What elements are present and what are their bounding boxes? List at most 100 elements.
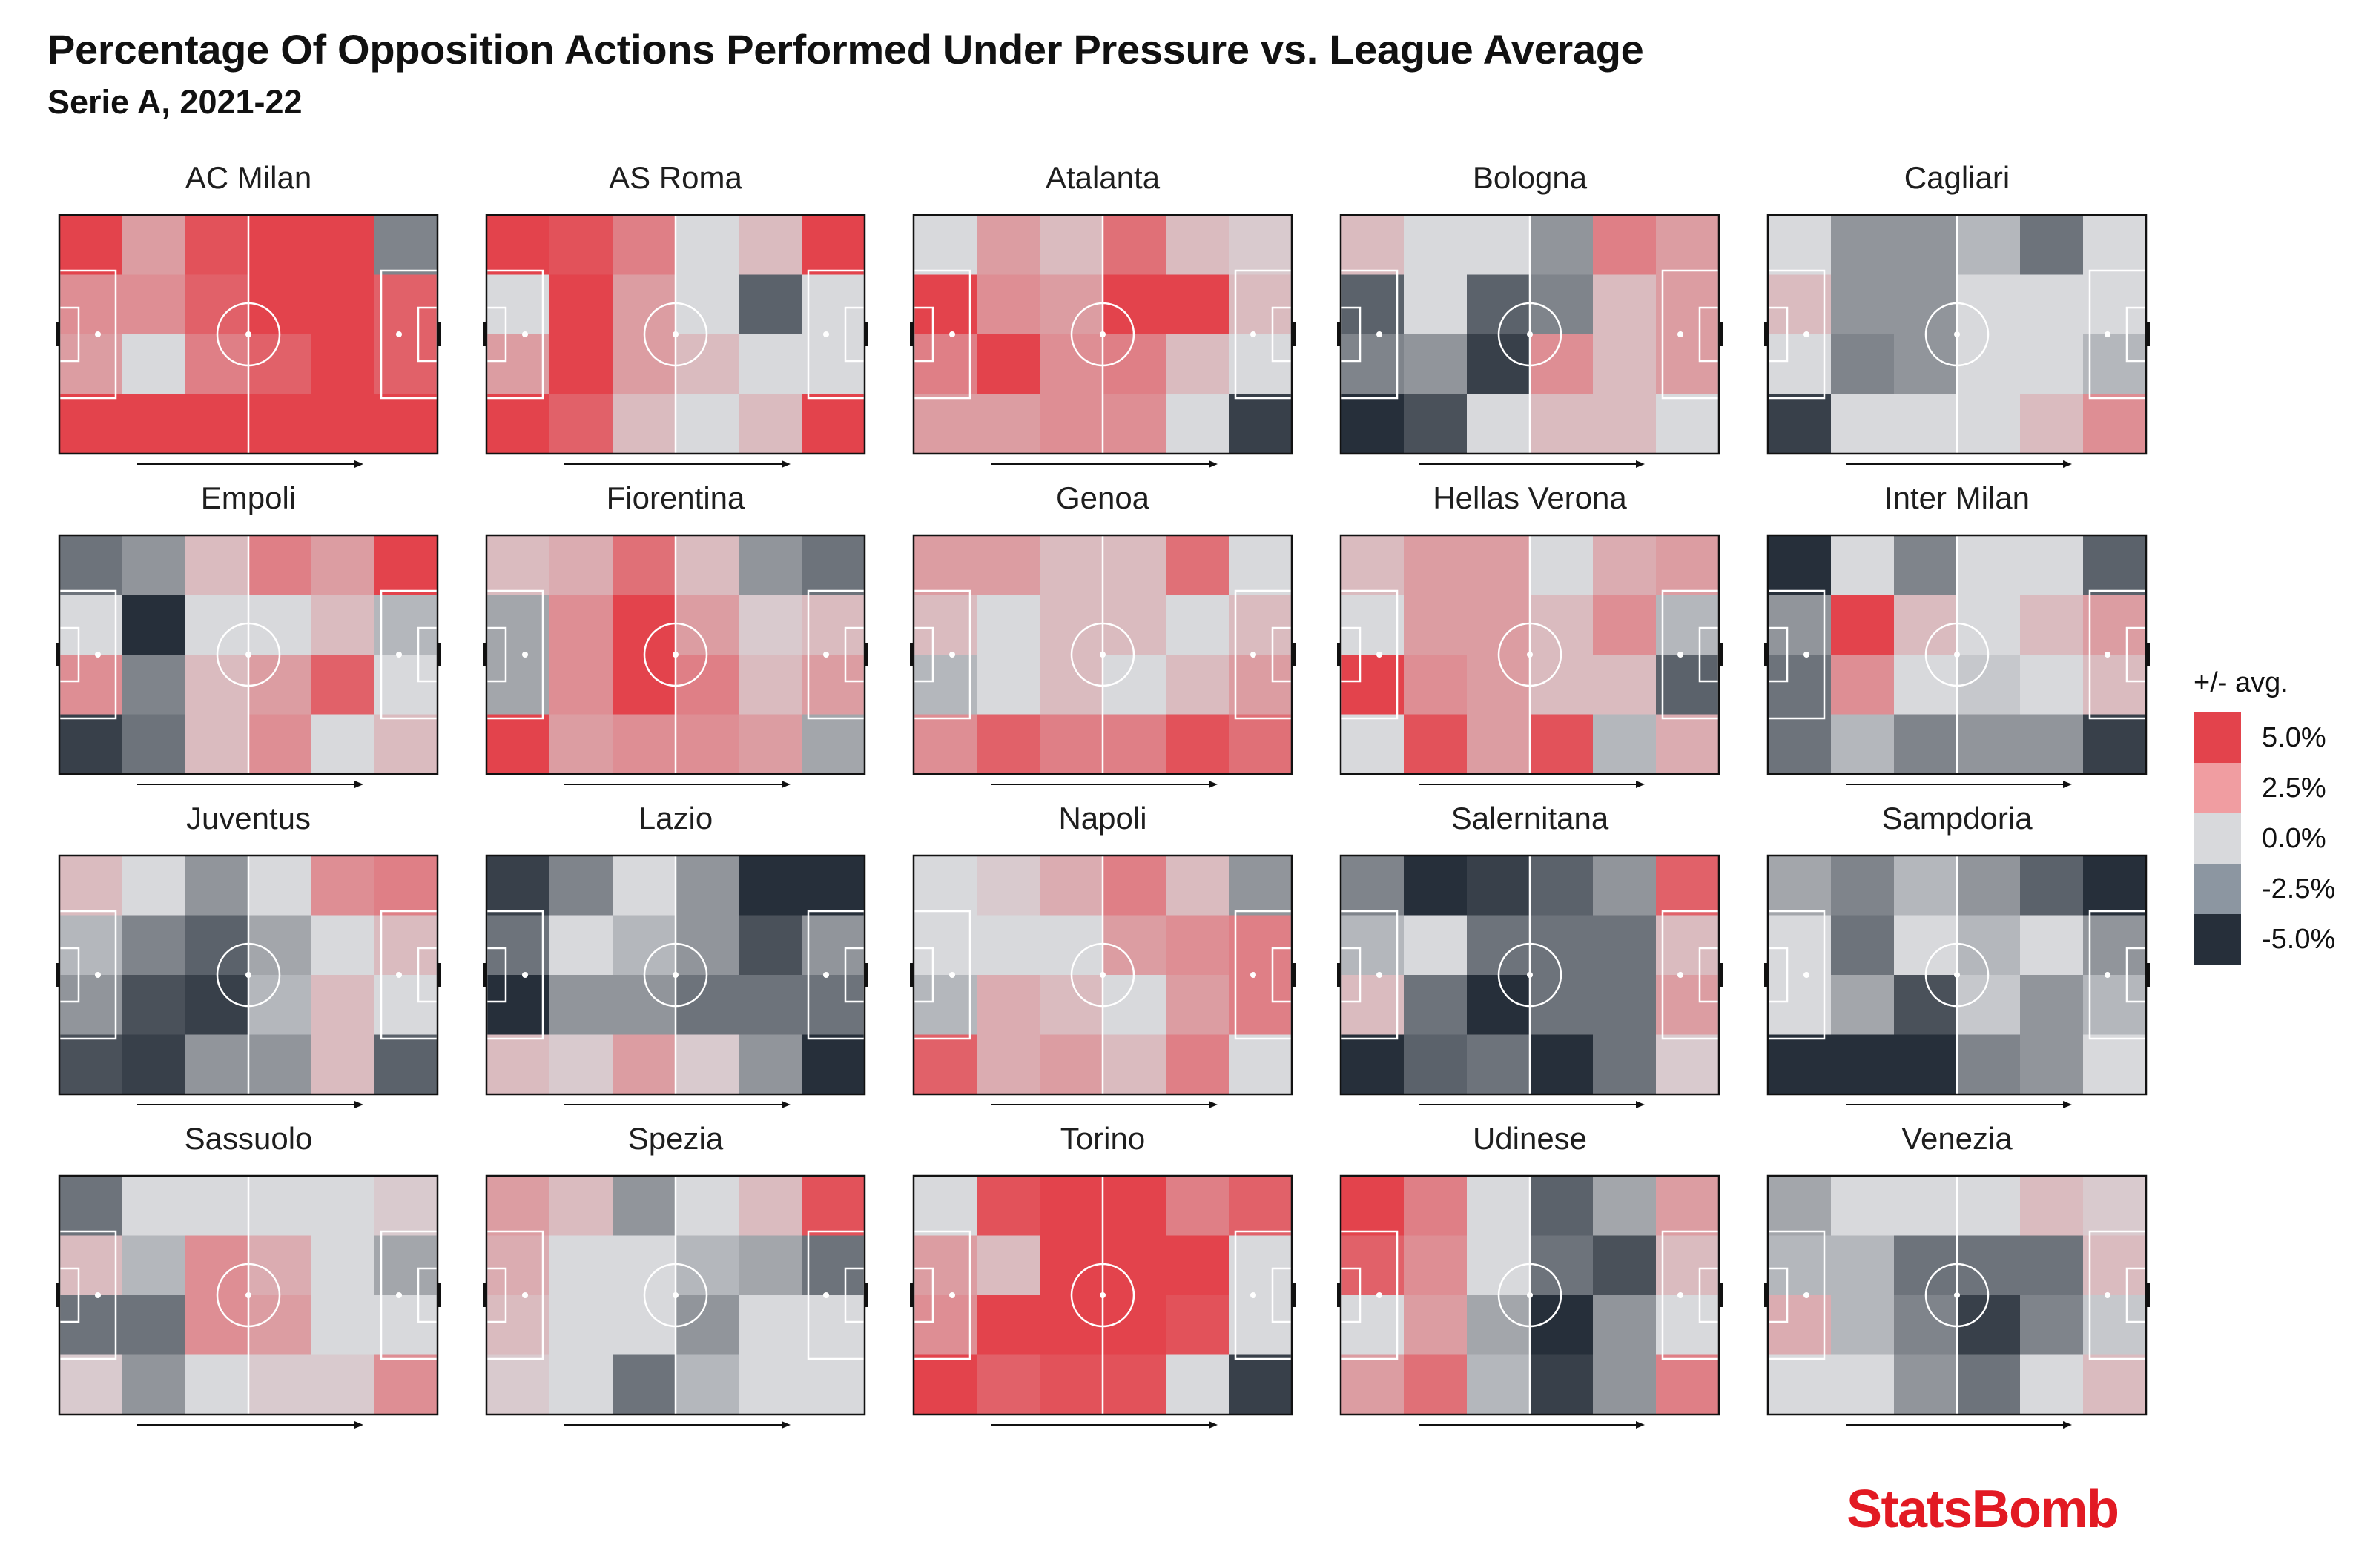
heatmap-cell [739, 1235, 802, 1296]
heatmap-cell [374, 334, 438, 395]
goal-left [56, 963, 59, 987]
pitch-heatmap [1337, 214, 1723, 468]
team-name: AS Roma [609, 160, 742, 195]
heatmap-cell [1341, 856, 1405, 916]
pitch-heatmap [483, 1174, 868, 1429]
heatmap-cell [802, 1354, 865, 1415]
penalty-spot-right [2105, 1292, 2110, 1298]
heatmap-cell [486, 915, 550, 976]
heatmap-cell [802, 394, 865, 454]
centre-circle [1497, 622, 1562, 687]
goal-right [438, 322, 441, 346]
goal-left [1337, 322, 1341, 346]
heatmap-cell [248, 535, 312, 596]
heatmap-cell [1040, 714, 1103, 775]
legend-label: -5.0% [2262, 923, 2336, 955]
heatmap-cell [185, 1354, 249, 1415]
arrow-head [354, 781, 363, 788]
pitch-outline [58, 854, 439, 1096]
goal-left [56, 322, 59, 346]
centre-circle [216, 302, 281, 367]
goal-right [1719, 643, 1723, 666]
heatmap-cell [1593, 595, 1657, 655]
heatmap-cell [374, 655, 438, 715]
heatmap-cell [1341, 274, 1405, 335]
pitch-outline [1766, 534, 2148, 775]
heatmap-cell [1593, 1354, 1657, 1415]
centre-circle [1070, 942, 1135, 1008]
heatmap-cell [2083, 1034, 2147, 1095]
heatmap-cell [59, 1176, 123, 1237]
heatmap-cell [486, 595, 550, 655]
heatmap-cell [1656, 856, 1720, 916]
pitch-outline [485, 854, 866, 1096]
heatmap-cell [914, 334, 977, 395]
heatmap-cell [802, 274, 865, 335]
heatmap-cell [1404, 856, 1468, 916]
heatmap-cell [1831, 215, 1895, 276]
arrow-head [1209, 1421, 1218, 1429]
penalty-spot-right [1250, 972, 1256, 978]
centre-circle [1070, 302, 1135, 367]
heatmap-cell [802, 1034, 865, 1095]
heatmap-cell [1831, 714, 1895, 775]
heatmap-cell [311, 274, 375, 335]
heatmap-cell [977, 975, 1040, 1036]
heatmap-cell [1404, 915, 1468, 976]
centre-spot [1527, 652, 1533, 658]
heatmap-cell [122, 1176, 186, 1237]
heatmap-cell [914, 1295, 977, 1356]
heatmap-cell [1768, 714, 1832, 775]
legend-rows: 5.0% 2.5% 0.0% -2.5% -5.0% [2194, 712, 2335, 965]
heatmap-cell [549, 535, 613, 596]
heatmap-cell [977, 1295, 1040, 1356]
legend-item: 5.0% [2194, 712, 2335, 763]
heatmap-cell [59, 714, 123, 775]
heatmap-cell [1831, 1295, 1895, 1356]
pitch-outline [1766, 214, 2148, 455]
heatmap-cell [676, 535, 739, 596]
heatmap-cell [59, 1235, 123, 1296]
team-name: Lazio [638, 801, 713, 836]
heatmap-cell [977, 274, 1040, 335]
heatmap-cell [1656, 1235, 1720, 1296]
heatmap-cell [1831, 334, 1895, 395]
heatmap-cell [122, 1354, 186, 1415]
heatmap-cell [1404, 1034, 1468, 1095]
pitch-heatmap [910, 854, 1296, 1108]
heatmap-cell [1831, 1354, 1895, 1415]
heatmap-cell [248, 1034, 312, 1095]
heatmap-cell [914, 215, 977, 276]
heatmap-cell [739, 655, 802, 715]
arrow-head [1209, 1101, 1218, 1108]
heatmap-cell [1593, 1176, 1657, 1237]
heatmap-cell [1656, 1176, 1720, 1237]
heatmap-cell [613, 535, 676, 596]
heatmap-cell [1103, 394, 1166, 454]
heatmap-cell [1166, 655, 1230, 715]
goal-left [1764, 322, 1768, 346]
goal-left [910, 322, 914, 346]
heatmap-cell [1103, 856, 1166, 916]
heatmap-cell [311, 394, 375, 454]
heatmap-cell [802, 915, 865, 976]
team-name: Genoa [1055, 480, 1150, 515]
heatmap-cell [1768, 595, 1832, 655]
heatmap-cell [914, 856, 977, 916]
penalty-spot-left [95, 331, 101, 337]
goal-right [1292, 643, 1296, 666]
heatmap-cell [739, 856, 802, 916]
heatmap-cell [2083, 1176, 2147, 1237]
heatmap-cell [676, 1034, 739, 1095]
heatmap-cell [1166, 215, 1230, 276]
arrow-head [354, 1101, 363, 1108]
goal-right [1719, 322, 1723, 346]
heatmap-cell [1166, 535, 1230, 596]
heatmap-cell [311, 856, 375, 916]
heatmap-cell [739, 334, 802, 395]
centre-spot [1100, 972, 1106, 978]
heatmap-cell [1768, 1034, 1832, 1095]
heatmap-cell [311, 595, 375, 655]
heatmap-cell [486, 1235, 550, 1296]
heatmap-cell [59, 655, 123, 715]
